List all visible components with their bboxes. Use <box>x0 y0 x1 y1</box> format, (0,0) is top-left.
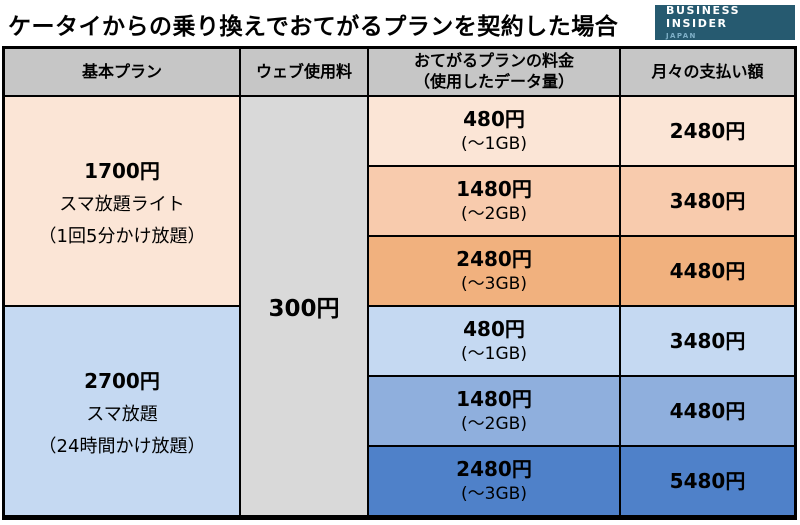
fee-cell-plan2-1gb: 480円 (～1GB) <box>369 307 619 375</box>
base-plan-name: スマ放題ライト <box>59 193 185 215</box>
total-cell-plan2-1gb: 3480円 <box>621 307 794 375</box>
data-amount: (～1GB) <box>461 134 527 155</box>
fee-amount: 480円 <box>463 317 525 342</box>
business-insider-logo: BUSINESS INSIDER JAPAN <box>655 5 795 40</box>
pricing-table: 基本プラン ウェブ使用料 おてがるプランの料金 （使用したデータ量） 月々の支払… <box>2 46 797 520</box>
col-header-base-plan: 基本プラン <box>5 49 239 95</box>
logo-region-text: JAPAN <box>666 31 697 40</box>
fee-cell-plan1-3gb: 2480円 (～3GB) <box>369 237 619 305</box>
fee-cell-plan1-2gb: 1480円 (～2GB) <box>369 167 619 235</box>
data-amount: (～2GB) <box>461 204 527 225</box>
monthly-total: 4480円 <box>669 398 746 423</box>
base-plan-cell-sumahodai: 2700円 スマ放題 （24時間かけ放題） <box>5 307 239 515</box>
logo-brand-text: BUSINESS INSIDER <box>666 4 741 30</box>
col-header-plan-fee-line2: （使用したデータ量） <box>413 72 574 91</box>
web-fee-cell: 300円 <box>241 97 367 515</box>
base-plan-price: 1700円 <box>84 158 160 183</box>
page-title: ケータイからの乗り換えでおてがるプランを契約した場合 <box>8 14 619 40</box>
fee-cell-plan2-2gb: 1480円 (～2GB) <box>369 377 619 445</box>
base-plan-note: （24時間かけ放題） <box>38 435 206 457</box>
col-header-monthly-total: 月々の支払い額 <box>621 49 794 95</box>
base-plan-price: 2700円 <box>84 368 160 393</box>
data-amount: (～3GB) <box>461 484 527 505</box>
fee-amount: 1480円 <box>456 387 532 412</box>
fee-cell-plan2-3gb: 2480円 (～3GB) <box>369 447 619 515</box>
monthly-total: 2480円 <box>669 118 746 143</box>
total-cell-plan1-2gb: 3480円 <box>621 167 794 235</box>
total-cell-plan2-3gb: 5480円 <box>621 447 794 515</box>
fee-amount: 2480円 <box>456 247 532 272</box>
monthly-total: 3480円 <box>669 328 746 353</box>
fee-amount: 480円 <box>463 107 525 132</box>
total-cell-plan1-1gb: 2480円 <box>621 97 794 165</box>
col-header-plan-fee: おてがるプランの料金 （使用したデータ量） <box>369 49 619 95</box>
data-amount: (～3GB) <box>461 274 527 295</box>
data-amount: (～2GB) <box>461 414 527 435</box>
fee-amount: 2480円 <box>456 457 532 482</box>
total-cell-plan1-3gb: 4480円 <box>621 237 794 305</box>
total-cell-plan2-2gb: 4480円 <box>621 377 794 445</box>
col-header-web-fee: ウェブ使用料 <box>241 49 367 95</box>
monthly-total: 5480円 <box>669 468 746 493</box>
fee-cell-plan1-1gb: 480円 (～1GB) <box>369 97 619 165</box>
base-plan-name: スマ放題 <box>86 403 158 425</box>
monthly-total: 3480円 <box>669 188 746 213</box>
data-amount: (～1GB) <box>461 344 527 365</box>
col-header-plan-fee-line1: おてがるプランの料金 <box>413 51 574 71</box>
monthly-total: 4480円 <box>669 258 746 283</box>
base-plan-cell-sumahodai-light: 1700円 スマ放題ライト （1回5分かけ放題） <box>5 97 239 305</box>
fee-amount: 1480円 <box>456 177 532 202</box>
base-plan-note: （1回5分かけ放題） <box>38 225 206 247</box>
